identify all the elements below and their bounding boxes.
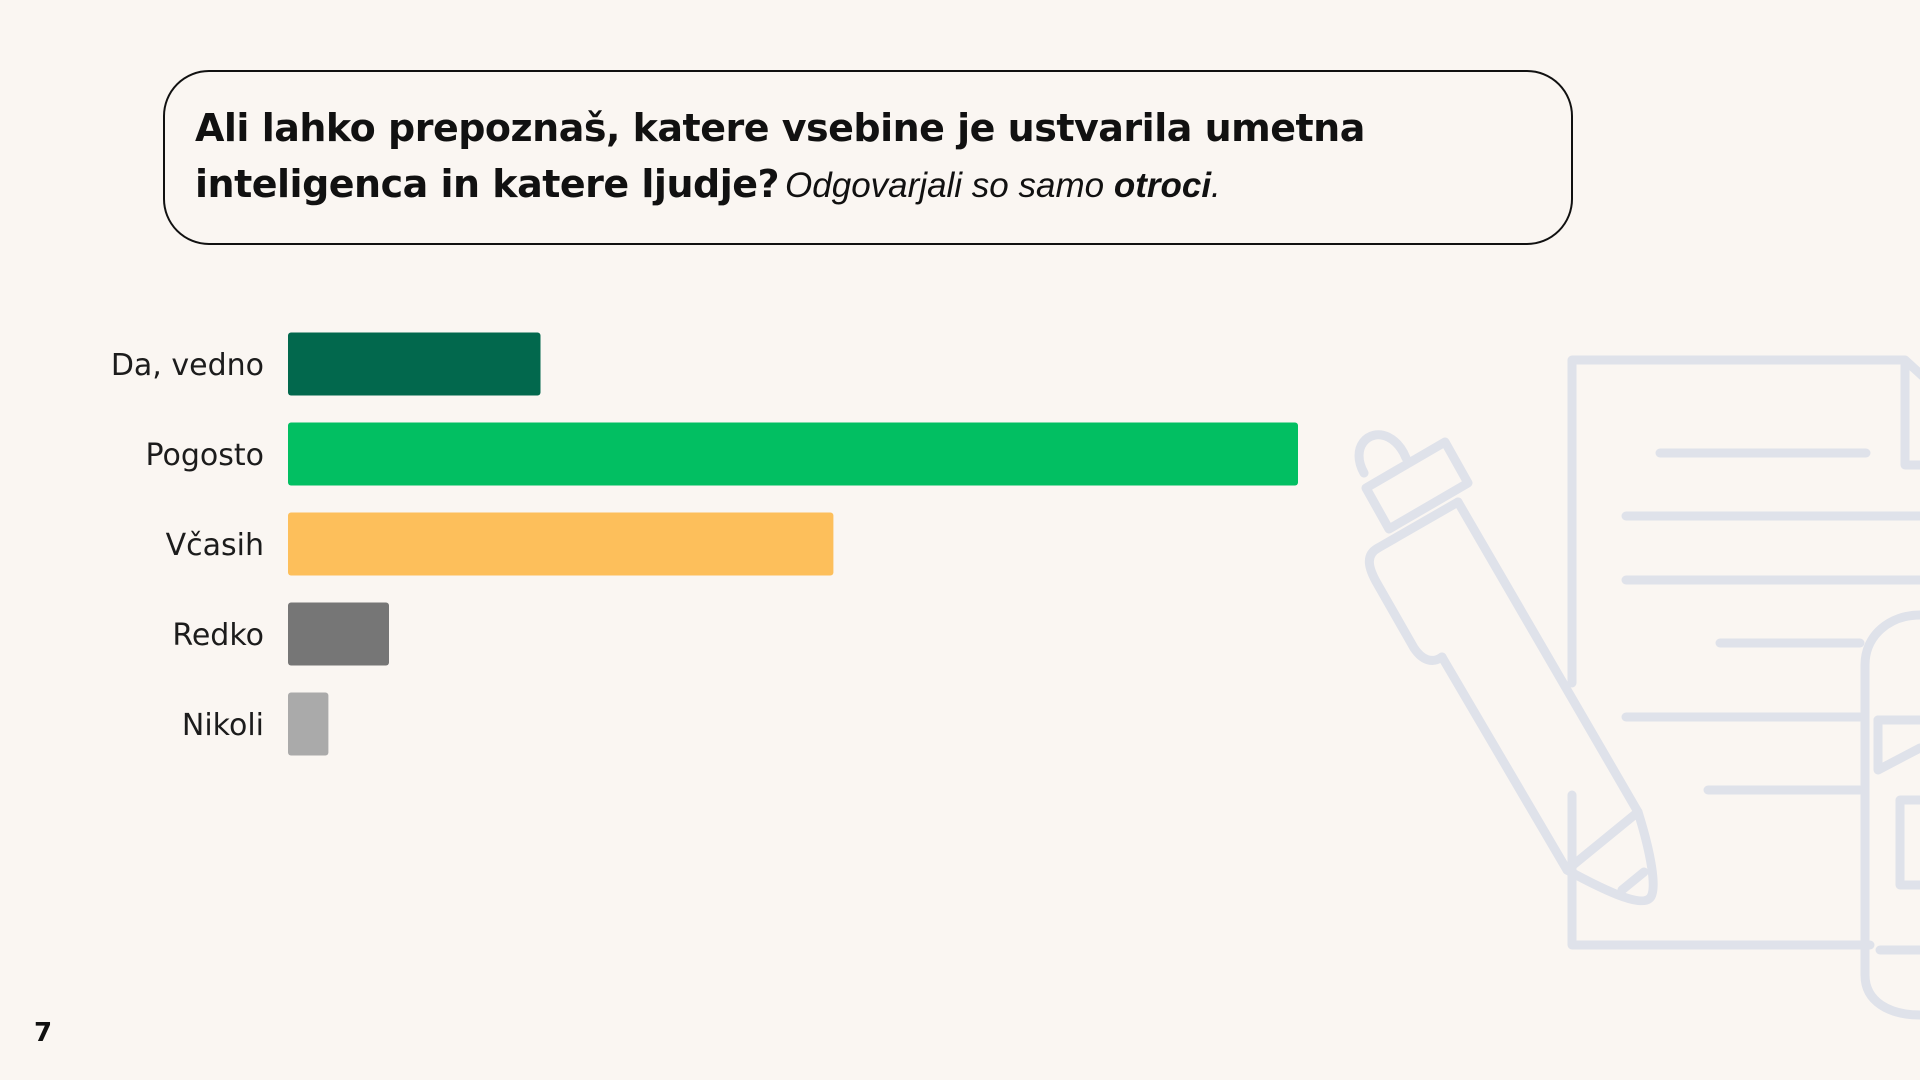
note-suffix: . (1211, 166, 1221, 205)
bar (288, 602, 389, 666)
bar (288, 422, 1298, 486)
bar (288, 512, 834, 576)
page-title: Ali lahko prepoznaš, katere vsebine je u… (195, 100, 1541, 214)
category-label: Pogosto (145, 438, 264, 473)
page-number: 7 (34, 1018, 53, 1048)
note-emphasis: otroci (1113, 166, 1212, 205)
respondents-note: Odgovarjali so samo otroci. (785, 166, 1221, 205)
bar (288, 332, 541, 396)
question-text: Ali lahko prepoznaš, katere vsebine je u… (195, 106, 1365, 206)
category-label: Da, vedno (111, 348, 264, 383)
category-label: Včasih (166, 528, 264, 563)
category-label: Nikoli (182, 708, 264, 743)
title-box: Ali lahko prepoznaš, katere vsebine je u… (163, 70, 1573, 245)
note-prefix: Odgovarjali so samo (785, 166, 1114, 205)
bar (288, 692, 329, 756)
category-label: Redko (172, 618, 264, 653)
